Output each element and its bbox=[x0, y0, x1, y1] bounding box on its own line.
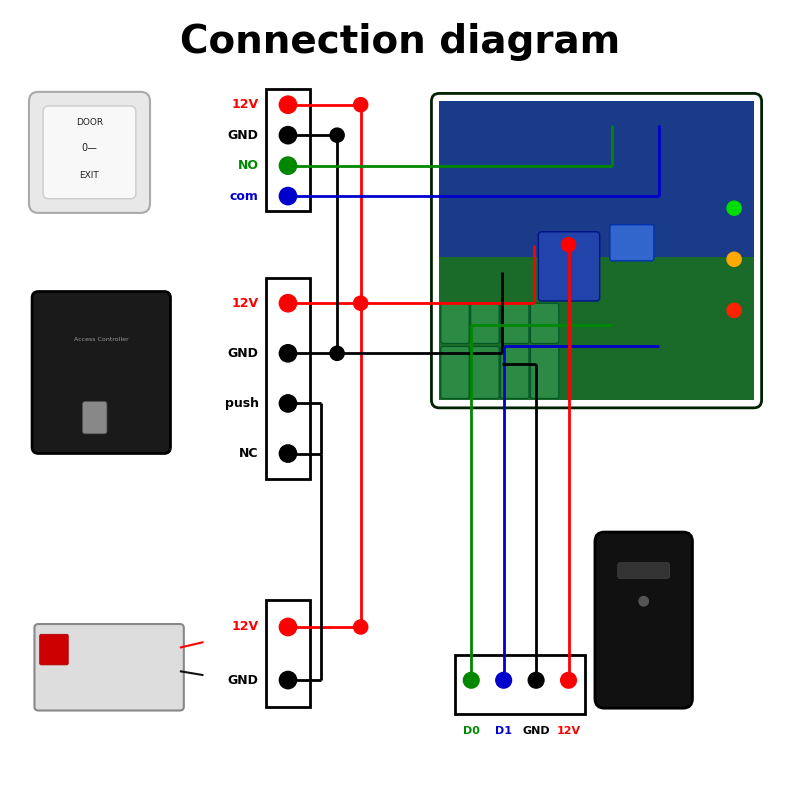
Text: EXIT: EXIT bbox=[80, 171, 99, 181]
Bar bbox=[266, 278, 310, 478]
FancyBboxPatch shape bbox=[618, 562, 670, 578]
Circle shape bbox=[279, 157, 297, 174]
Bar bbox=[266, 90, 310, 211]
Text: 12V: 12V bbox=[231, 297, 258, 310]
Text: GND: GND bbox=[228, 129, 258, 142]
FancyBboxPatch shape bbox=[441, 303, 469, 343]
FancyBboxPatch shape bbox=[470, 346, 499, 398]
Circle shape bbox=[561, 672, 576, 688]
Circle shape bbox=[496, 672, 511, 688]
Text: DOOR: DOOR bbox=[76, 118, 103, 127]
Text: D0: D0 bbox=[463, 726, 480, 736]
Circle shape bbox=[279, 618, 297, 636]
Circle shape bbox=[279, 187, 297, 205]
Text: GND: GND bbox=[228, 674, 258, 686]
Circle shape bbox=[727, 201, 741, 215]
Circle shape bbox=[330, 128, 344, 142]
FancyBboxPatch shape bbox=[40, 634, 68, 665]
Circle shape bbox=[463, 672, 479, 688]
Circle shape bbox=[330, 346, 344, 360]
Circle shape bbox=[727, 303, 741, 318]
Text: 0—: 0— bbox=[82, 143, 98, 154]
FancyBboxPatch shape bbox=[538, 232, 600, 301]
Text: GND: GND bbox=[522, 726, 550, 736]
Circle shape bbox=[279, 394, 297, 412]
FancyBboxPatch shape bbox=[32, 291, 170, 454]
FancyBboxPatch shape bbox=[595, 532, 693, 708]
Bar bbox=[455, 655, 585, 714]
FancyBboxPatch shape bbox=[43, 106, 136, 198]
FancyBboxPatch shape bbox=[610, 225, 654, 261]
Circle shape bbox=[354, 620, 368, 634]
Circle shape bbox=[279, 126, 297, 144]
Circle shape bbox=[279, 445, 297, 462]
Circle shape bbox=[639, 597, 649, 606]
Circle shape bbox=[279, 345, 297, 362]
FancyBboxPatch shape bbox=[34, 624, 184, 710]
Bar bbox=[439, 257, 754, 400]
Text: Access Controller: Access Controller bbox=[74, 337, 129, 342]
Text: push: push bbox=[225, 397, 258, 410]
Circle shape bbox=[354, 296, 368, 310]
FancyBboxPatch shape bbox=[29, 92, 150, 213]
Circle shape bbox=[727, 252, 741, 266]
Text: 12V: 12V bbox=[231, 621, 258, 634]
FancyBboxPatch shape bbox=[501, 303, 529, 343]
FancyBboxPatch shape bbox=[530, 346, 558, 398]
Text: NO: NO bbox=[238, 159, 258, 172]
Circle shape bbox=[354, 98, 368, 112]
Circle shape bbox=[279, 96, 297, 114]
Text: 12V: 12V bbox=[231, 98, 258, 111]
FancyBboxPatch shape bbox=[441, 346, 469, 398]
FancyBboxPatch shape bbox=[470, 303, 499, 343]
FancyBboxPatch shape bbox=[530, 303, 558, 343]
Bar bbox=[266, 601, 310, 706]
FancyBboxPatch shape bbox=[501, 346, 529, 398]
Circle shape bbox=[279, 294, 297, 312]
Text: 12V: 12V bbox=[557, 726, 581, 736]
Text: Connection diagram: Connection diagram bbox=[180, 23, 620, 62]
Circle shape bbox=[562, 238, 575, 252]
FancyBboxPatch shape bbox=[82, 402, 107, 434]
Circle shape bbox=[279, 671, 297, 689]
Circle shape bbox=[528, 672, 544, 688]
Text: NC: NC bbox=[239, 447, 258, 460]
Text: D1: D1 bbox=[495, 726, 512, 736]
Text: GND: GND bbox=[228, 347, 258, 360]
Text: com: com bbox=[230, 190, 258, 202]
Bar bbox=[439, 102, 754, 266]
